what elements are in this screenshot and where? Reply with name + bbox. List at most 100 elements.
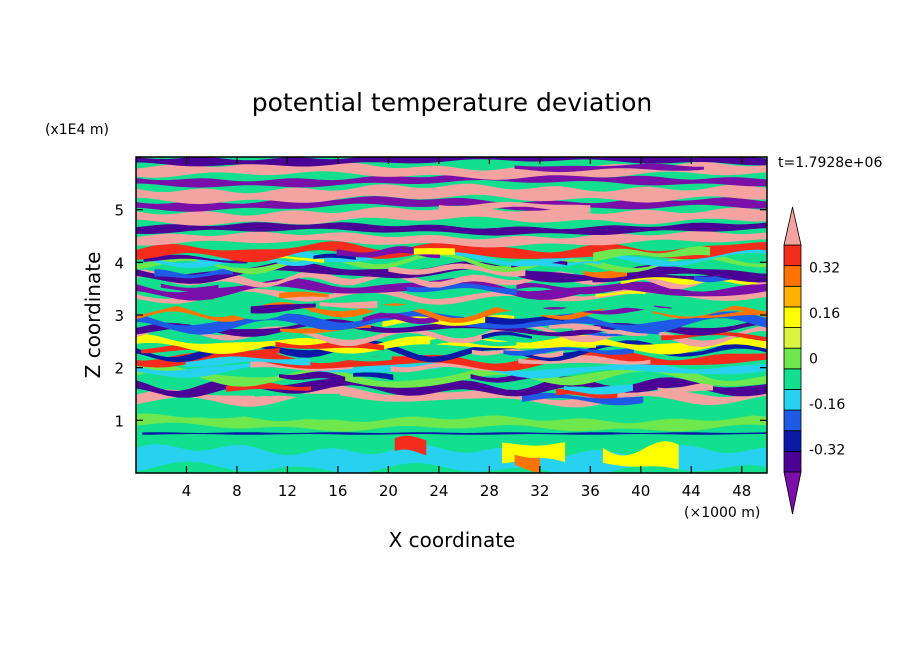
y-tick-label: 4	[114, 254, 124, 272]
mid-layer-patch	[353, 372, 394, 381]
x-tick-label: 40	[631, 482, 650, 500]
mid-layer-patch	[143, 254, 248, 264]
upper-layer-patch	[438, 201, 591, 213]
time-label: t=1.7928e+06	[778, 155, 882, 171]
lowlevel-band	[136, 400, 767, 420]
x-tick-label: 12	[278, 482, 297, 500]
surface-cyan-band	[136, 444, 767, 473]
mid-layer-patch	[185, 356, 311, 367]
colorbar-segment	[783, 450, 802, 473]
mid-layer-band	[136, 340, 767, 363]
mid-layer-patch	[279, 291, 329, 299]
colorbar-bottom-arrow	[783, 471, 802, 515]
warm-patch	[602, 441, 679, 470]
upper-layer-band	[136, 206, 767, 226]
colorbar-segment	[783, 368, 802, 390]
upper-layer-band	[136, 183, 767, 205]
mid-layer-patch	[310, 308, 357, 316]
mid-layer-patch	[388, 263, 526, 277]
upper-layer-band	[136, 157, 767, 167]
warm-patch	[514, 454, 540, 473]
mid-layer-band	[136, 285, 767, 305]
x-unit-label: (×1000 m)	[684, 505, 760, 521]
mid-layer-patch	[503, 347, 634, 356]
upper-layer-band	[136, 173, 767, 188]
x-tick-label: 24	[429, 482, 448, 500]
colorbar-segment	[783, 285, 802, 308]
colorbar-segment	[783, 265, 802, 287]
x-tick-label: 36	[581, 482, 600, 500]
mid-layer-patch	[196, 256, 327, 266]
lowlevel-band	[136, 413, 767, 432]
colorbar-segment	[783, 409, 802, 432]
mid-layer-patch	[471, 349, 564, 358]
colorbar-segment	[783, 389, 802, 411]
y-tick-label: 2	[114, 360, 124, 378]
mid-layer-patch	[620, 275, 758, 285]
y-tick-label: 3	[114, 307, 124, 325]
upper-layer-band	[136, 231, 767, 248]
upper-layer-patch	[514, 163, 704, 173]
mid-layer-band	[136, 376, 767, 398]
mid-layer-patch	[319, 301, 378, 309]
colorbar-segment	[783, 347, 802, 370]
upper-layer-band	[136, 222, 767, 236]
contour-plot-area	[136, 157, 767, 473]
x-tick-label: 48	[732, 482, 751, 500]
mid-layer-patch	[254, 390, 340, 402]
chart-title: potential temperature deviation	[252, 88, 652, 117]
mid-layer-patch	[160, 283, 219, 293]
x-tick-label: 20	[379, 482, 398, 500]
mid-layer-patch	[518, 355, 651, 365]
mid-layer-patch	[481, 331, 532, 340]
x-axis-ticks: 4 8 12 16 20 24 28 32 36 40 44 48	[182, 157, 751, 500]
x-tick-label: 16	[328, 482, 347, 500]
mid-layer-patch	[279, 371, 346, 382]
colorbar-segment	[783, 327, 802, 349]
colorbar-segment	[783, 430, 802, 452]
mid-layer-band	[136, 269, 767, 290]
mid-layer-patch	[516, 282, 623, 295]
y-unit-label: (x1E4 m)	[45, 122, 109, 138]
mid-layer-band	[136, 350, 767, 372]
mid-layer-patch	[657, 382, 713, 392]
x-tick-label: 4	[182, 482, 192, 500]
colorbar-segment	[783, 306, 802, 328]
mid-layer-patch	[593, 246, 710, 262]
mid-layer-patch	[362, 312, 439, 324]
contour-bands	[136, 157, 767, 473]
mid-layer-band	[136, 277, 767, 301]
colorbar-label: 0.16	[809, 306, 840, 322]
mid-layer-patch	[563, 384, 633, 395]
mid-layer-patch	[555, 389, 618, 399]
mid-layer-band	[136, 333, 767, 355]
colorbar-label: -0.32	[809, 442, 845, 458]
colorbar-label: 0.32	[809, 261, 840, 277]
y-tick-label: 1	[114, 412, 124, 430]
x-tick-label: 32	[530, 482, 549, 500]
x-tick-label: 28	[480, 482, 499, 500]
colorbar-label: 0	[809, 352, 818, 368]
y-tick-label: 5	[114, 202, 124, 220]
warm-patch	[394, 435, 427, 456]
mid-layer-patch	[521, 392, 644, 406]
colorbar-label: -0.16	[809, 397, 845, 413]
x-axis-label: X coordinate	[389, 528, 516, 552]
mid-layer-patch	[573, 328, 659, 337]
y-axis-ticks: 1 2 3 4 5	[114, 202, 767, 430]
x-tick-label: 44	[682, 482, 701, 500]
mid-layer-patch	[485, 315, 564, 325]
y-axis-label: Z coordinate	[81, 252, 105, 379]
mid-layer-patch	[595, 289, 646, 297]
mid-layer-patch	[607, 299, 654, 310]
x-tick-label: 8	[232, 482, 242, 500]
inversion-line	[142, 432, 767, 435]
colorbar-top-arrow	[783, 206, 802, 246]
mid-layer-patch	[154, 268, 233, 279]
mid-layer-patch	[250, 303, 316, 314]
mid-layer-band	[136, 251, 767, 275]
mid-layer-patch	[573, 326, 648, 336]
colorbar-segment	[783, 244, 802, 267]
mid-layer-patch	[413, 248, 455, 255]
